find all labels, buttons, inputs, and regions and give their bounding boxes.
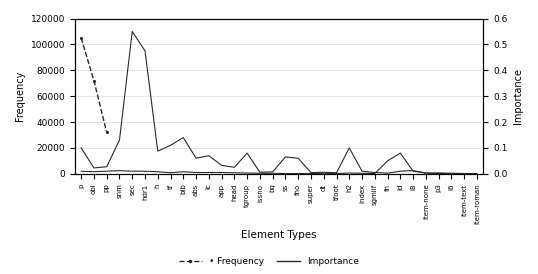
X-axis label: Element Types: Element Types	[241, 230, 317, 240]
Y-axis label: Frequency: Frequency	[15, 71, 25, 121]
Legend: • Frequency, Importance: • Frequency, Importance	[175, 253, 363, 270]
Y-axis label: Importance: Importance	[513, 68, 523, 124]
